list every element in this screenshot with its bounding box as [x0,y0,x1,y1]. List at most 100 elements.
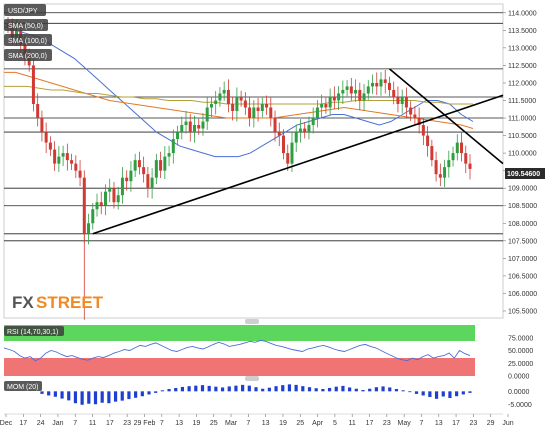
mom-title: MOM (20) [7,384,39,391]
candle-body [451,153,455,161]
candle [294,124,298,153]
momentum-bar [267,387,271,392]
rsi-panel: RSI (14,70,30,1) 75.0000 50.0000 25.0000 0.… [3,325,533,381]
momentum-bar [100,391,104,403]
y-tick-label: 114.0000 [508,10,537,17]
momentum-bar [307,387,312,392]
candle-body [87,223,91,234]
momentum-bar [341,385,345,392]
candle-body [180,125,184,133]
momentum-bar [321,389,325,392]
candle [311,107,315,134]
candle [74,155,78,179]
candle [53,141,57,171]
candle-body [171,139,175,154]
candle-body [108,188,112,192]
candle-body [447,160,451,168]
candle [243,92,247,115]
candle [154,153,158,184]
candle-body [137,160,141,168]
legend-sma100-badge: SMA (100,0) [4,34,52,46]
price-label: 109.54600 [505,168,545,179]
candle [443,159,447,188]
candle [324,97,328,114]
downtrend-line [388,68,504,165]
candle-body [192,125,196,133]
candle [430,139,434,167]
candle-body [150,177,154,189]
candle-body [332,96,336,101]
candle-body [82,177,86,234]
candle [209,96,213,117]
x-tick-label: 19 [279,420,287,427]
momentum-bar [334,386,338,392]
x-tick-label: 17 [452,420,460,427]
candle-body [10,26,14,38]
candle-body [70,160,74,164]
chart-title: USD/JPY [8,8,38,15]
momentum-bar [374,387,378,392]
momentum-bar [461,391,465,395]
candle-body [167,153,171,157]
candle [464,145,468,174]
candle [396,86,400,113]
rsi-y-tick-label: 0.0000 [508,374,530,381]
candle [120,167,124,204]
candle-body [311,118,315,126]
x-tick-label: 11 [349,420,356,427]
y-tick-label: 112.5000 [508,63,537,70]
candle-body [265,103,269,108]
candle [438,163,442,187]
momentum-bar [327,387,332,392]
x-tick-label: 7 [419,420,423,427]
candle-body [260,103,264,112]
candle [252,100,256,128]
momentum-bar [40,391,44,394]
candle-body [125,177,129,182]
momentum-bar [200,385,205,392]
candle [146,166,150,198]
candle [256,98,260,122]
x-tick-label: 11 [89,420,96,427]
candle [328,88,332,115]
candle-body [345,86,349,90]
candle-body [468,163,472,169]
candle-body [53,149,57,164]
candle-body [120,177,124,196]
candle [171,129,175,164]
x-tick-label: May [398,420,412,427]
candle-body [328,96,332,108]
momentum-bar [408,391,412,393]
candle-body [235,96,239,112]
candle-body [426,135,430,147]
candle-body [315,107,319,119]
rsi-y-tick-label: 50.0000 [508,348,533,355]
candle-body [36,103,40,119]
candle [163,146,167,180]
main-resize-handle[interactable] [245,319,259,324]
rsi-label-badge: RSI (14,70,30,1) [4,326,64,336]
y-tick-label: 112.0000 [508,80,537,87]
candle-body [222,89,226,94]
x-tick-label: Mar [225,420,238,427]
momentum-bar [67,391,71,401]
candle [112,181,116,209]
momentum-bar [227,386,231,392]
x-tick-label: 23 [469,420,477,427]
rsi-resize-handle[interactable] [245,376,259,381]
x-tick-label: Jun [502,420,513,427]
candle-body [129,170,133,182]
momentum-bar [441,391,445,397]
candle-body [379,79,383,87]
candle-body [218,93,222,101]
candle [400,89,404,114]
candle-body [341,89,345,94]
candle-body [57,156,61,164]
candle [286,144,290,171]
momentum-bar [254,387,258,392]
candle [375,72,379,95]
candle-body [303,128,307,133]
x-tick-label: 25 [296,420,304,427]
candle [150,168,154,199]
candle-body [438,174,442,178]
